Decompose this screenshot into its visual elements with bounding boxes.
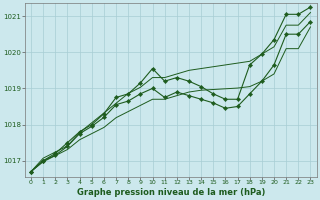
X-axis label: Graphe pression niveau de la mer (hPa): Graphe pression niveau de la mer (hPa) [76,188,265,197]
